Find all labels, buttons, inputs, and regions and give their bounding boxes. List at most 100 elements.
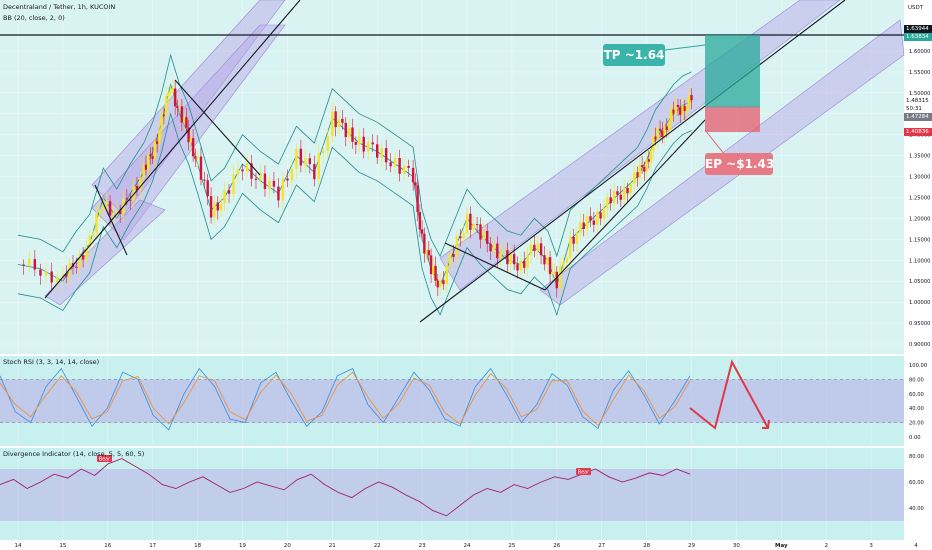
candle-body: [176, 106, 179, 108]
candle-body: [196, 156, 199, 159]
candle-body: [194, 156, 197, 159]
divergence-band-fill: [0, 469, 904, 521]
candle-body: [649, 150, 653, 162]
channel-lower-left[interactable]: [44, 199, 166, 306]
stoch-tick-label: 60.00: [909, 392, 924, 398]
trendline-left-drop[interactable]: [94, 184, 128, 256]
candle-body: [585, 216, 589, 229]
price-tick-label: 1.60000: [909, 49, 930, 55]
candle-body: [425, 250, 428, 254]
tp-callout-pointer: [664, 44, 706, 51]
candle-body: [367, 142, 370, 152]
candle-body: [606, 197, 609, 209]
candle-body: [672, 109, 675, 114]
price-label-gray: 1.47284: [904, 113, 932, 121]
candle-body: [88, 236, 92, 247]
candle-body: [169, 92, 172, 94]
candle-body: [153, 141, 157, 159]
price-label-target: 1.63834: [904, 33, 932, 41]
candle-body: [506, 250, 509, 265]
candle-body: [98, 209, 102, 213]
trendline-left-support[interactable]: [44, 0, 301, 299]
divergence-tick-label: 40.00: [909, 506, 924, 512]
candle-body: [362, 136, 365, 152]
bear-divergence-badge: [97, 455, 112, 462]
trendline-right-support[interactable]: [419, 0, 846, 323]
candle-body: [277, 186, 280, 201]
candle-body: [626, 187, 629, 194]
candle-body: [389, 162, 392, 167]
time-tick-label: 14: [15, 543, 22, 549]
trendline-mid-drop[interactable]: [174, 79, 261, 176]
candle-body: [647, 159, 651, 162]
time-tick-label: 21: [329, 543, 336, 549]
candle-body: [209, 196, 213, 218]
time-tick-label: 22: [374, 543, 381, 549]
stoch-tick-label: 80.00: [909, 377, 924, 383]
candle-body: [679, 107, 682, 115]
candle-body: [95, 212, 98, 234]
candle-body: [482, 230, 486, 240]
price-label-current: 1.48315: [904, 97, 932, 105]
candle-body: [187, 127, 190, 143]
time-tick-label: 2: [824, 543, 828, 549]
candle-body: [39, 269, 42, 276]
stop-loss-zone[interactable]: [705, 107, 760, 132]
candle-body: [272, 180, 276, 187]
currency-label: USDT: [908, 5, 924, 11]
candle-body: [512, 253, 516, 265]
candle-body: [543, 255, 546, 265]
time-tick-label: 17: [149, 543, 156, 549]
channel-upper-left[interactable]: [91, 0, 286, 216]
position-boxes[interactable]: [664, 35, 760, 156]
candle-body: [475, 224, 479, 226]
candle-body: [317, 153, 321, 180]
take-profit-zone[interactable]: [705, 35, 760, 107]
candle-body: [546, 257, 550, 265]
candle-body: [351, 127, 354, 142]
stoch-projection-arrow[interactable]: [689, 359, 769, 430]
candle-body: [151, 156, 154, 159]
candle-body: [199, 156, 203, 180]
time-tick-label: 15: [59, 543, 66, 549]
time-axis-background: [0, 540, 904, 550]
candle-body: [486, 230, 489, 244]
stoch-tick-label: 100.00: [909, 363, 927, 369]
candle-body: [499, 251, 502, 259]
candle-body: [281, 178, 285, 201]
candle-body: [496, 243, 499, 259]
candle-body: [472, 224, 475, 230]
candle-body: [612, 191, 616, 204]
candle-body: [459, 236, 462, 239]
candle-body: [313, 164, 316, 180]
candle-body: [223, 190, 226, 204]
candle-body: [250, 163, 253, 179]
bear-divergence-label: Bear: [99, 456, 110, 462]
candle-body: [652, 136, 655, 151]
candle-body: [526, 254, 529, 268]
price-tick-label: 1.30000: [909, 175, 930, 181]
divergence-pane-background: [0, 447, 904, 540]
candle-body: [579, 222, 582, 233]
candle-body: [685, 106, 689, 111]
candle-body: [33, 259, 37, 270]
candle-body: [674, 104, 677, 114]
candle-body: [85, 246, 88, 260]
trendline-right-rise[interactable]: [544, 119, 706, 291]
candle-body: [398, 158, 401, 174]
candle-body: [555, 271, 558, 289]
trendline-right-drop[interactable]: [444, 242, 546, 291]
take-profit-callout[interactable]: TP ~1.64: [603, 44, 665, 66]
candle-body: [553, 271, 556, 273]
time-tick-label: 26: [553, 543, 560, 549]
divergence-pane: Bear Bear: [0, 455, 904, 521]
candle-body: [432, 265, 435, 275]
candle-body: [448, 253, 452, 266]
candle-body: [562, 262, 565, 267]
candle-body: [132, 185, 135, 201]
candle-body: [551, 271, 554, 275]
candle-body: [462, 233, 465, 239]
candle-body: [158, 130, 161, 145]
entry-price-callout[interactable]: EP ~$1.43: [705, 153, 774, 175]
